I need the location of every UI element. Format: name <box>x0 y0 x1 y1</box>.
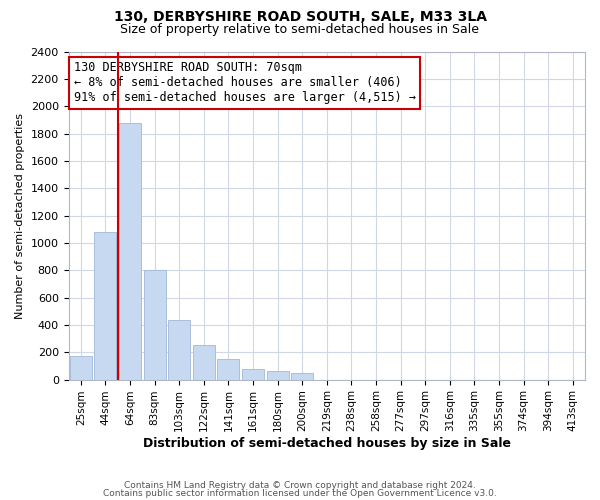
Bar <box>217 359 239 380</box>
Text: 130 DERBYSHIRE ROAD SOUTH: 70sqm
← 8% of semi-detached houses are smaller (406)
: 130 DERBYSHIRE ROAD SOUTH: 70sqm ← 8% of… <box>74 62 416 104</box>
Bar <box>94 232 116 380</box>
Text: 130, DERBYSHIRE ROAD SOUTH, SALE, M33 3LA: 130, DERBYSHIRE ROAD SOUTH, SALE, M33 3L… <box>113 10 487 24</box>
Bar <box>193 346 215 380</box>
Bar <box>143 270 166 380</box>
Bar <box>70 356 92 380</box>
Text: Contains public sector information licensed under the Open Government Licence v3: Contains public sector information licen… <box>103 488 497 498</box>
Text: Contains HM Land Registry data © Crown copyright and database right 2024.: Contains HM Land Registry data © Crown c… <box>124 481 476 490</box>
Bar <box>266 370 289 380</box>
Bar <box>242 368 264 380</box>
Text: Size of property relative to semi-detached houses in Sale: Size of property relative to semi-detach… <box>121 22 479 36</box>
Y-axis label: Number of semi-detached properties: Number of semi-detached properties <box>15 112 25 318</box>
X-axis label: Distribution of semi-detached houses by size in Sale: Distribution of semi-detached houses by … <box>143 437 511 450</box>
Bar <box>291 374 313 380</box>
Bar <box>119 122 141 380</box>
Bar <box>168 320 190 380</box>
